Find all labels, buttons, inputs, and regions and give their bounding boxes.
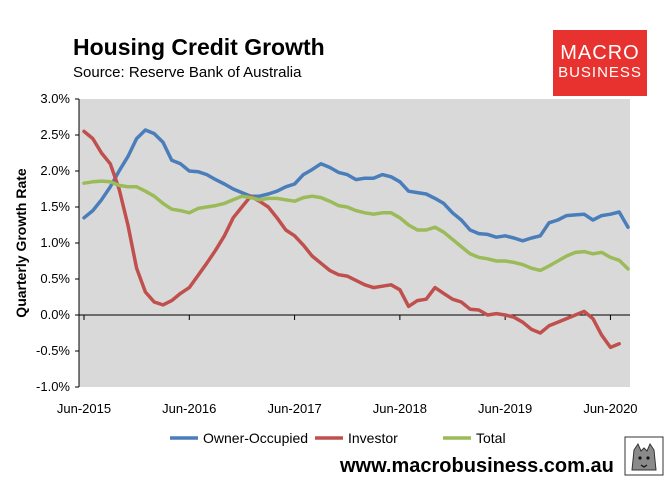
y-tick-label: 0.0% [40, 307, 70, 322]
y-tick-label: 3.0% [40, 91, 70, 106]
footer-url: www.macrobusiness.com.au [340, 455, 614, 477]
series-line-investor [82, 129, 621, 350]
x-tick-label: Jun-2019 [478, 401, 532, 416]
y-tick-label: -1.0% [36, 379, 70, 394]
y-axis-label: Quarterly Growth Rate [13, 168, 29, 318]
legend-label: Owner-Occupied [203, 430, 308, 446]
x-tick-label: Jun-2015 [57, 401, 111, 416]
x-axis: Jun-2015 Jun-2016 Jun-2017 Jun-2018 Jun-2019… [57, 315, 638, 416]
x-tick-label: Jun-2016 [162, 401, 216, 416]
x-tick-label: Jun-2020 [583, 401, 637, 416]
series-line-owner-occupied [82, 128, 630, 243]
legend: Owner-Occupied Investor Total [170, 430, 506, 446]
chart-source: Source: Reserve Bank of Australia [73, 64, 302, 81]
y-axis: -1.0% -0.5% 0.0% 0.5% 1.0% 1.5% 2.0% 2.5% 3.0% [36, 91, 79, 394]
plot-area [79, 99, 630, 387]
legend-label: Total [476, 430, 506, 446]
series-lines [82, 128, 630, 350]
x-tick-label: Jun-2017 [267, 401, 321, 416]
y-tick-label: -0.5% [36, 343, 70, 358]
y-tick-label: 1.5% [40, 199, 70, 214]
chart-title: Housing Credit Growth [73, 34, 325, 60]
brand-logo-line1: MACRO [560, 42, 640, 64]
y-tick-label: 0.5% [40, 271, 70, 286]
legend-label: Investor [348, 430, 398, 446]
y-tick-label: 1.0% [40, 235, 70, 250]
series-line-total [82, 179, 630, 273]
wolf-logo-icon [624, 436, 664, 476]
x-tick-label: Jun-2018 [373, 401, 427, 416]
brand-logo: MACRO BUSINESS [553, 30, 647, 96]
brand-logo-line2: BUSINESS [558, 64, 642, 81]
y-tick-label: 2.0% [40, 163, 70, 178]
y-tick-label: 2.5% [40, 127, 70, 142]
